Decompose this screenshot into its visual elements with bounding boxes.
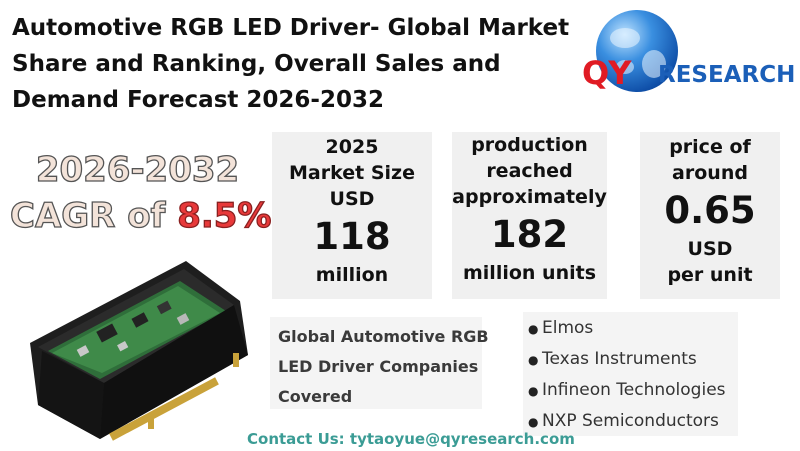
- report-title: Automotive RGB LED Driver- Global Market…: [12, 10, 572, 118]
- production-card: production reached approximately 182 mil…: [452, 132, 607, 299]
- price-value: 0.65: [664, 189, 756, 232]
- bullet-icon: ●: [528, 353, 539, 367]
- production-value: 182: [490, 213, 569, 256]
- market-size-unit: million: [315, 264, 389, 286]
- company-name: Elmos: [542, 318, 594, 338]
- companies-covered-label: Global Automotive RGB LED Driver Compani…: [278, 322, 489, 412]
- price-card: price of around 0.65 USD per unit: [640, 132, 780, 299]
- companies-label-box: [270, 317, 482, 409]
- production-line-3: approximately: [452, 186, 607, 208]
- production-line-2: reached: [486, 160, 573, 182]
- market-size-label: Market Size: [289, 162, 415, 184]
- market-size-value: 118: [313, 215, 391, 258]
- logo-qy-text: QY: [582, 54, 631, 92]
- price-line-1: price of: [669, 136, 751, 158]
- company-list: ● Elmos ● Texas Instruments ● Infineon Tech…: [523, 312, 738, 436]
- price-unit: per unit: [667, 264, 753, 286]
- price-line-2: around: [672, 162, 748, 184]
- bullet-icon: ●: [528, 415, 539, 429]
- production-unit: million units: [463, 262, 596, 284]
- globe-icon: [596, 10, 678, 92]
- company-name: NXP Semiconductors: [542, 411, 719, 431]
- cagr-value: 8.5%: [177, 195, 273, 236]
- contact-info[interactable]: Contact Us: tytaoyue@qyresearch.com: [247, 430, 575, 448]
- cagr-prefix: CAGR of: [9, 195, 178, 236]
- cagr-block: 2026-2032 CAGR of 8.5%: [9, 149, 272, 236]
- cagr-years: 2026-2032: [35, 149, 240, 190]
- market-size-currency: USD: [329, 188, 375, 210]
- price-currency: USD: [687, 238, 733, 260]
- cagr-line: CAGR of 8.5%: [9, 195, 272, 236]
- bullet-icon: ●: [528, 384, 539, 398]
- list-item: ● NXP Semiconductors: [523, 406, 738, 437]
- production-line-1: production: [471, 134, 588, 156]
- logo-research-text: RESEARCH: [658, 62, 796, 88]
- title-line-1: Automotive RGB LED Driver- Global Market: [12, 15, 570, 41]
- company-name: Infineon Technologies: [542, 380, 726, 400]
- list-item: ● Texas Instruments: [523, 344, 738, 375]
- companies-label-line-1: Global Automotive RGB: [278, 327, 489, 346]
- company-name: Texas Instruments: [542, 349, 697, 369]
- companies-label-line-2: LED Driver Companies: [278, 357, 479, 376]
- title-line-2: Share and Ranking, Overall Sales and: [12, 51, 501, 77]
- market-size-year: 2025: [325, 136, 379, 158]
- list-item: ● Infineon Technologies: [523, 375, 738, 406]
- title-line-3: Demand Forecast 2026-2032: [12, 87, 384, 113]
- qyresearch-logo: QY RESEARCH: [578, 4, 798, 114]
- companies-label-line-3: Covered: [278, 387, 353, 406]
- market-size-card: 2025 Market Size USD 118 million: [272, 132, 432, 299]
- led-driver-module-image: [30, 261, 248, 441]
- bullet-icon: ●: [528, 322, 539, 336]
- list-item: ● Elmos: [523, 313, 738, 344]
